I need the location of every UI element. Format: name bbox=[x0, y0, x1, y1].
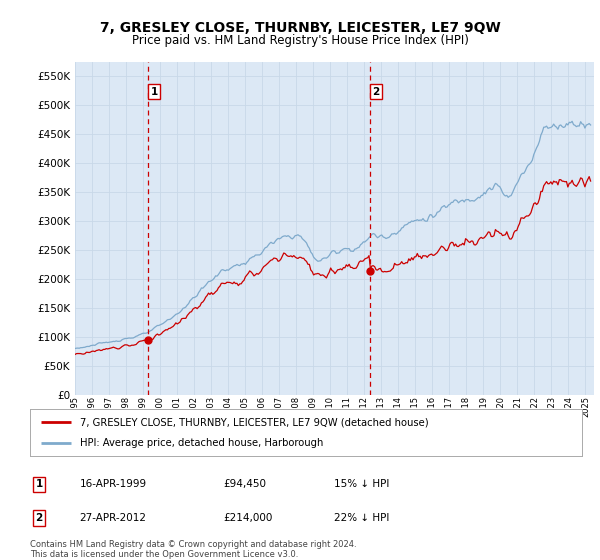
Text: 22% ↓ HPI: 22% ↓ HPI bbox=[334, 513, 389, 523]
Text: 7, GRESLEY CLOSE, THURNBY, LEICESTER, LE7 9QW (detached house): 7, GRESLEY CLOSE, THURNBY, LEICESTER, LE… bbox=[80, 417, 428, 427]
Text: 15% ↓ HPI: 15% ↓ HPI bbox=[334, 479, 389, 489]
Text: 2: 2 bbox=[35, 513, 43, 523]
Text: 16-APR-1999: 16-APR-1999 bbox=[80, 479, 147, 489]
Text: 27-APR-2012: 27-APR-2012 bbox=[80, 513, 146, 523]
Text: Contains HM Land Registry data © Crown copyright and database right 2024.
This d: Contains HM Land Registry data © Crown c… bbox=[30, 540, 356, 559]
Text: £214,000: £214,000 bbox=[223, 513, 272, 523]
Text: HPI: Average price, detached house, Harborough: HPI: Average price, detached house, Harb… bbox=[80, 438, 323, 448]
Text: 1: 1 bbox=[151, 87, 158, 96]
Text: £94,450: £94,450 bbox=[223, 479, 266, 489]
Text: 2: 2 bbox=[373, 87, 380, 96]
Text: Price paid vs. HM Land Registry's House Price Index (HPI): Price paid vs. HM Land Registry's House … bbox=[131, 34, 469, 46]
Text: 7, GRESLEY CLOSE, THURNBY, LEICESTER, LE7 9QW: 7, GRESLEY CLOSE, THURNBY, LEICESTER, LE… bbox=[100, 21, 500, 35]
Text: 1: 1 bbox=[35, 479, 43, 489]
